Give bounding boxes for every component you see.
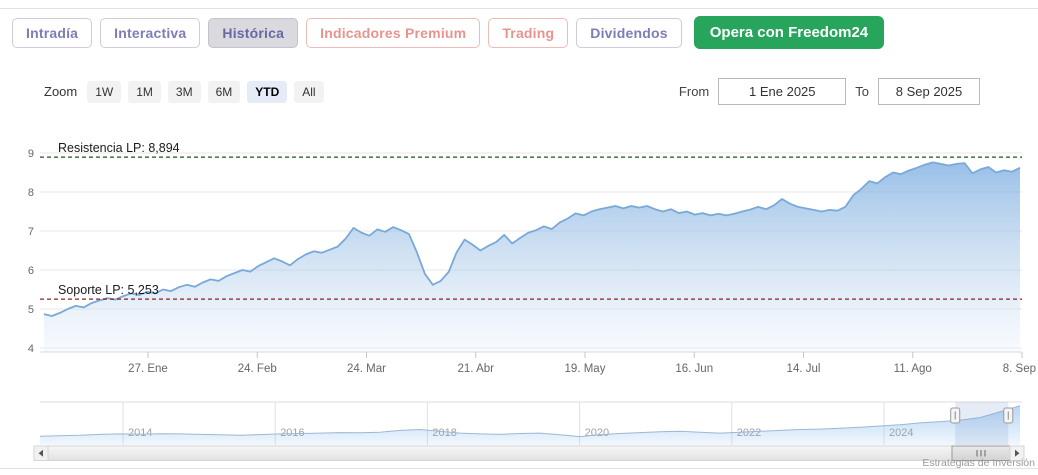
from-date-input[interactable]: [718, 78, 847, 105]
price-line: [43, 161, 1021, 317]
y-axis-label: 6: [28, 265, 34, 277]
zoom-ytd-button[interactable]: YTD: [247, 80, 288, 103]
x-axis-label: 24. Mar: [347, 363, 386, 375]
tab-historica[interactable]: Histórica: [208, 17, 299, 48]
y-axis-label: 9: [28, 148, 34, 160]
price-area-fill: [44, 162, 1020, 352]
stock-chart-svg: 9 8 7 6 5 4 Resistencia LP: 8,894 Soporte LP: 5…: [28, 141, 1036, 469]
chart-credit[interactable]: Estrategias de Inversión: [922, 457, 1035, 469]
navigator-left-handle[interactable]: [950, 407, 961, 424]
zoom-1m-button[interactable]: 1M: [128, 80, 161, 103]
left-arrow-icon: [38, 449, 43, 457]
zoom-6m-button[interactable]: 6M: [207, 80, 241, 103]
freedom24-cta-button[interactable]: Opera con Freedom24: [693, 16, 885, 49]
scroll-left-button[interactable]: [33, 445, 49, 461]
navigator-line: [39, 405, 1021, 438]
x-axis-label: 24. Feb: [238, 363, 277, 375]
tab-trading[interactable]: Trading: [488, 17, 569, 48]
zoom-3m-button[interactable]: 3M: [167, 80, 201, 103]
x-axis-label: 21. Abr: [458, 363, 495, 375]
to-date-input[interactable]: [878, 78, 980, 105]
tab-interactiva[interactable]: Interactiva: [100, 17, 201, 48]
zoom-1w-button[interactable]: 1W: [87, 80, 122, 103]
zoom-label: Zoom: [44, 84, 78, 99]
zoom-all-button[interactable]: All: [294, 80, 324, 103]
navigator-selection[interactable]: [955, 402, 1009, 445]
right-arrow-icon: [1015, 449, 1020, 457]
x-axis-label: 16. Jun: [675, 363, 713, 375]
top-divider: [0, 8, 1038, 9]
scrollbar-track[interactable]: [47, 445, 1011, 461]
x-axis-label: 19. May: [565, 363, 606, 375]
support-label: Soporte LP: 5,253: [58, 283, 159, 297]
price-chart-area: 9 8 7 6 5 4 Resistencia LP: 8,894 Soporte LP: 5…: [0, 115, 1038, 475]
chart-mode-toolbar: Intradía Interactiva Histórica Indicador…: [12, 16, 885, 49]
y-axis-label: 8: [28, 187, 34, 199]
bottom-divider: [0, 468, 1038, 469]
x-axis-label: 11. Ago: [894, 363, 932, 375]
y-axis-label: 5: [28, 304, 34, 316]
tab-indicadores-premium[interactable]: Indicadores Premium: [306, 17, 481, 48]
to-label: To: [855, 84, 869, 99]
scroll-right-button[interactable]: [1009, 445, 1025, 461]
tab-intradia[interactable]: Intradía: [12, 17, 93, 48]
x-axis-label: 8. Sep: [1003, 363, 1036, 375]
navigator-area-fill: [40, 405, 1020, 445]
x-axis-label: 27. Ene: [128, 363, 168, 375]
x-axis-label: 14. Jul: [787, 363, 821, 375]
tab-dividendos[interactable]: Dividendos: [576, 17, 682, 48]
resistance-label: Resistencia LP: 8,894: [58, 141, 180, 155]
navigator-right-handle[interactable]: [1003, 407, 1014, 424]
y-axis-label: 7: [28, 226, 34, 238]
range-controls: Zoom 1W 1M 3M 6M YTD All From To: [44, 78, 980, 105]
y-axis-label: 4: [28, 343, 34, 355]
from-label: From: [678, 84, 710, 99]
